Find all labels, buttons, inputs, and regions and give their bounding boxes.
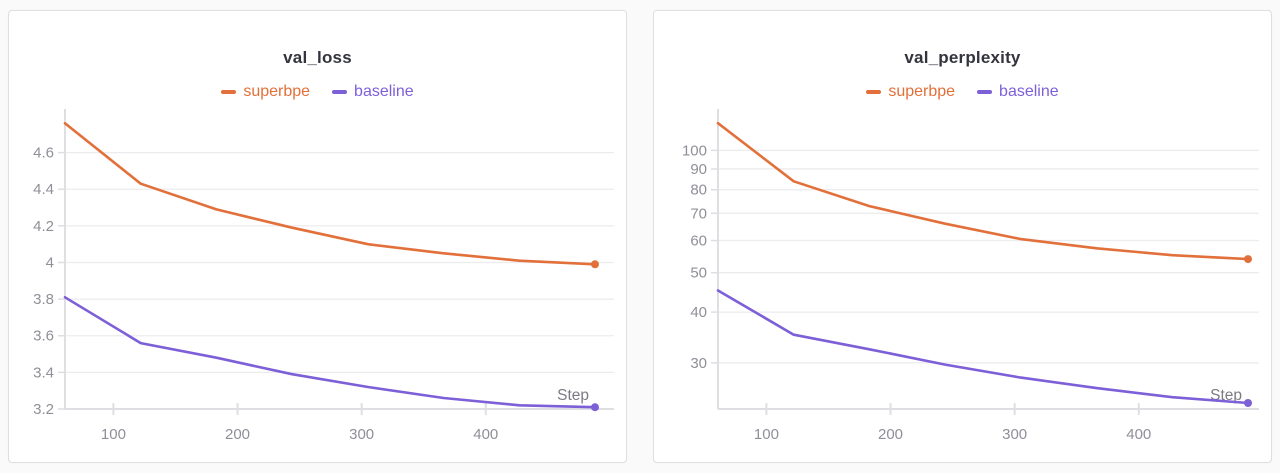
x-tick-label: 300 (349, 426, 374, 443)
legend-item-baseline: baseline (977, 82, 1059, 102)
series-endpoint-baseline (591, 403, 599, 412)
y-tick-label: 70 (690, 205, 707, 222)
chart-legend: superbpe baseline (9, 81, 626, 103)
series-line-superbpe (63, 121, 597, 266)
chart-panel-val-loss[interactable]: val_loss superbpe baseline 3.2 3.4 3.6 3.8 4… (8, 10, 627, 463)
y-tick-label: 4.6 (33, 145, 54, 162)
y-tick-label: 3.4 (33, 364, 54, 381)
y-tick-label: 4.4 (33, 181, 54, 198)
legend-swatch-icon (332, 90, 348, 94)
y-tick-label: 4.2 (33, 218, 54, 235)
gridlines (58, 151, 614, 410)
y-tick-label: 3.8 (33, 291, 54, 308)
y-tick-label: 90 (690, 161, 707, 178)
series-endpoint-superbpe (591, 260, 599, 269)
y-tick-label: 80 (690, 182, 707, 199)
series-endpoint-superbpe (1244, 255, 1252, 264)
y-tick-label: 100 (682, 142, 707, 159)
y-tick-label: 3.6 (33, 328, 54, 345)
legend-item-superbpe: superbpe (866, 82, 955, 102)
x-tick-label: 200 (878, 426, 903, 443)
y-tick-label: 4 (46, 254, 54, 271)
legend-swatch-icon (977, 90, 993, 94)
x-tick-label: 100 (754, 426, 779, 443)
line-chart-val-loss: 3.2 3.4 3.6 3.8 4 4.2 4.4 4.6 100 200 300 400 Step (33, 109, 614, 443)
y-tick-label: 30 (690, 355, 707, 372)
legend-label: baseline (999, 83, 1059, 100)
chart-panel-val-perplexity[interactable]: val_perplexity superbpe baseline 30 40 50 6… (653, 10, 1272, 463)
x-tick-label: 400 (473, 426, 498, 443)
series-line-baseline (716, 289, 1250, 405)
legend-item-baseline: baseline (332, 82, 414, 102)
x-tick-label: 400 (1126, 426, 1151, 443)
x-tick-label: 200 (225, 426, 250, 443)
gridlines (711, 149, 1259, 364)
legend-label: superbpe (888, 83, 956, 100)
x-axis-label: Step (557, 387, 589, 404)
legend-label: superbpe (243, 83, 311, 100)
chart-title: val_loss (283, 48, 352, 67)
series-endpoint-baseline (1244, 399, 1252, 407)
legend-item-superbpe: superbpe (221, 82, 310, 102)
chart-legend: superbpe baseline (654, 81, 1271, 103)
y-tick-label: 60 (690, 233, 707, 250)
x-tick-label: 300 (1002, 426, 1027, 443)
legend-swatch-icon (221, 90, 237, 94)
y-tick-label: 3.2 (33, 401, 54, 418)
series-line-baseline (63, 296, 597, 409)
chart-title: val_perplexity (904, 48, 1021, 67)
series-line-superbpe (716, 121, 1250, 261)
x-tick-label: 100 (101, 426, 126, 443)
legend-swatch-icon (866, 90, 882, 94)
y-tick-label: 40 (690, 304, 707, 321)
legend-label: baseline (354, 83, 414, 100)
y-tick-label: 50 (690, 265, 707, 282)
